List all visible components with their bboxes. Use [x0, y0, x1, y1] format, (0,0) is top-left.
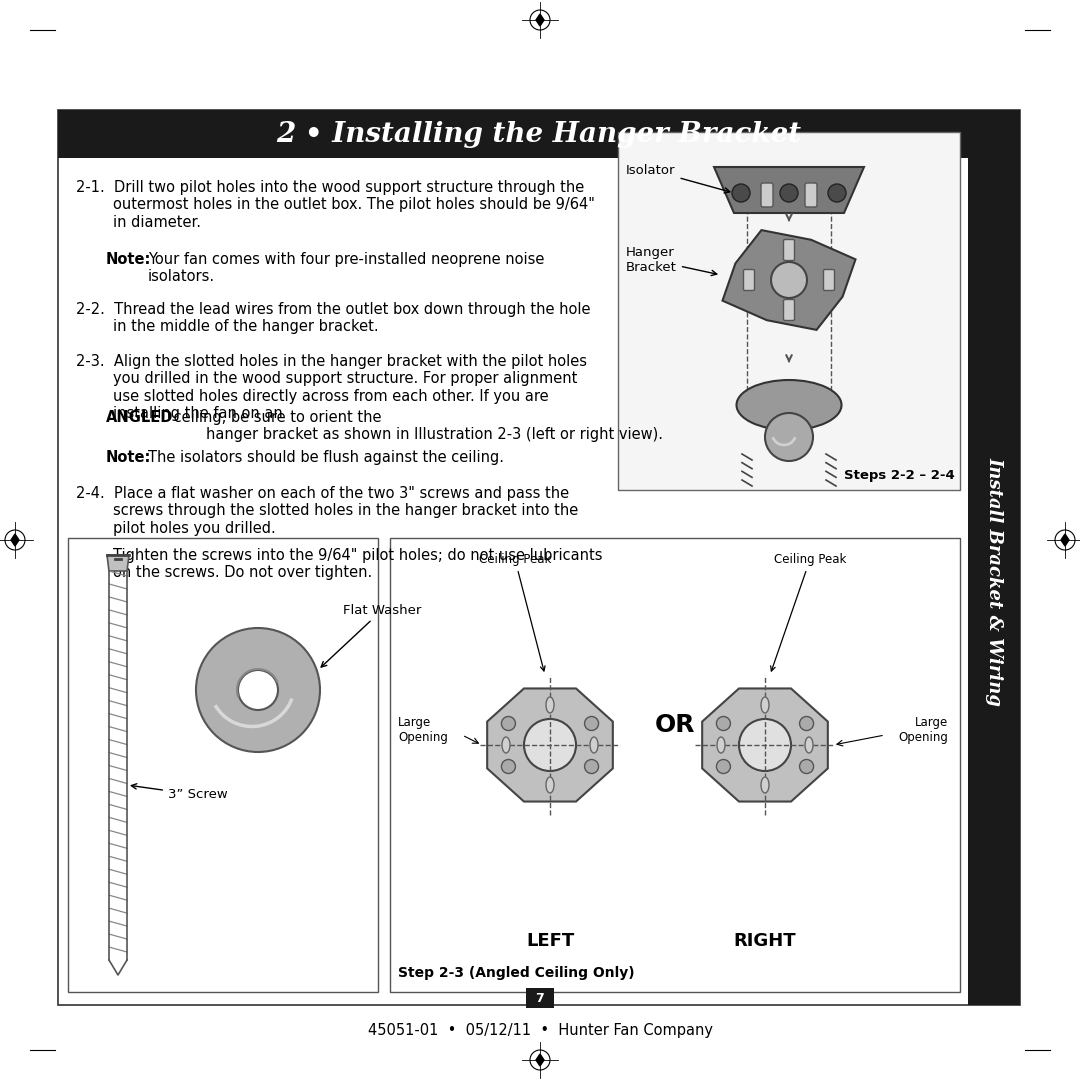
Ellipse shape [546, 777, 554, 793]
Text: 2-1.  Drill two pilot holes into the wood support structure through the
        : 2-1. Drill two pilot holes into the wood… [76, 180, 595, 230]
Polygon shape [702, 688, 828, 801]
Circle shape [765, 413, 813, 461]
Bar [58, 110, 1020, 1005]
Ellipse shape [805, 737, 813, 753]
FancyBboxPatch shape [783, 240, 795, 260]
Circle shape [238, 670, 278, 710]
Polygon shape [487, 688, 612, 801]
Circle shape [501, 716, 515, 730]
Ellipse shape [761, 697, 769, 713]
Text: Large
Opening: Large Opening [399, 716, 448, 744]
Text: 2-4.  Place a flat washer on each of the two 3" screws and pass the
        scre: 2-4. Place a flat washer on each of the … [76, 486, 578, 536]
Text: Flat Washer: Flat Washer [321, 604, 421, 667]
Circle shape [828, 184, 846, 202]
Bar [58, 110, 1020, 158]
Circle shape [716, 759, 730, 773]
Text: 2-2.  Thread the lead wires from the outlet box down through the hole
        in: 2-2. Thread the lead wires from the outl… [76, 302, 591, 335]
Circle shape [771, 262, 807, 298]
Circle shape [584, 759, 598, 773]
Polygon shape [107, 555, 129, 571]
Circle shape [799, 716, 813, 730]
Text: Hanger
Bracket: Hanger Bracket [626, 246, 717, 275]
Text: Isolator: Isolator [626, 163, 730, 193]
Text: Tighten the screws into the 9/64" pilot holes; do not use lubricants
        on : Tighten the screws into the 9/64" pilot … [76, 548, 603, 580]
Text: 45051-01  •  05/12/11  •  Hunter Fan Company: 45051-01 • 05/12/11 • Hunter Fan Company [367, 1023, 713, 1038]
Text: Ceiling Peak: Ceiling Peak [771, 553, 847, 671]
Text: Ceiling Peak: Ceiling Peak [478, 553, 551, 671]
Text: Note:: Note: [106, 252, 151, 267]
Bar [390, 538, 960, 993]
Ellipse shape [590, 737, 598, 753]
Circle shape [584, 716, 598, 730]
Circle shape [195, 627, 320, 752]
Bar [526, 988, 554, 1008]
FancyBboxPatch shape [805, 183, 816, 207]
Circle shape [732, 184, 750, 202]
Text: RIGHT: RIGHT [733, 932, 796, 950]
Bar [618, 132, 960, 490]
Text: ceiling, be sure to orient the
        hanger bracket as shown in Illustration 2: ceiling, be sure to orient the hanger br… [168, 410, 663, 443]
Circle shape [739, 719, 791, 771]
Ellipse shape [761, 777, 769, 793]
Text: OR: OR [654, 713, 696, 737]
Ellipse shape [717, 737, 725, 753]
Text: Your fan comes with four pre-installed neoprene noise
isolators.: Your fan comes with four pre-installed n… [148, 252, 544, 284]
Polygon shape [536, 14, 544, 26]
Bar [68, 538, 378, 993]
Text: 7: 7 [536, 991, 544, 1004]
Polygon shape [11, 534, 19, 546]
Circle shape [780, 184, 798, 202]
Circle shape [716, 716, 730, 730]
Polygon shape [714, 167, 864, 213]
Ellipse shape [737, 380, 841, 430]
Circle shape [799, 759, 813, 773]
Ellipse shape [502, 737, 510, 753]
Text: Step 2-3 (Angled Ceiling Only): Step 2-3 (Angled Ceiling Only) [399, 966, 635, 980]
Text: 3” Screw: 3” Screw [132, 784, 228, 801]
Circle shape [524, 719, 576, 771]
Text: LEFT: LEFT [526, 932, 575, 950]
Ellipse shape [546, 697, 554, 713]
Text: The isolators should be flush against the ceiling.: The isolators should be flush against th… [148, 450, 504, 465]
Polygon shape [1061, 534, 1069, 546]
Text: Steps 2-2 – 2-4: Steps 2-2 – 2-4 [845, 469, 955, 482]
FancyBboxPatch shape [824, 270, 835, 291]
Text: Large
Opening: Large Opening [899, 716, 948, 744]
FancyBboxPatch shape [743, 270, 755, 291]
Text: 2 • Installing the Hanger Bracket: 2 • Installing the Hanger Bracket [276, 121, 801, 148]
Text: Note:: Note: [106, 450, 151, 465]
Text: Install Bracket & Wiring: Install Bracket & Wiring [985, 457, 1003, 706]
FancyBboxPatch shape [783, 299, 795, 321]
Text: 2-3.  Align the slotted holes in the hanger bracket with the pilot holes
       : 2-3. Align the slotted holes in the hang… [76, 354, 588, 421]
Bar [968, 158, 1020, 1005]
Text: ANGLED: ANGLED [106, 410, 174, 426]
FancyBboxPatch shape [761, 183, 773, 207]
Polygon shape [536, 1054, 544, 1066]
Circle shape [501, 759, 515, 773]
Polygon shape [723, 230, 855, 329]
